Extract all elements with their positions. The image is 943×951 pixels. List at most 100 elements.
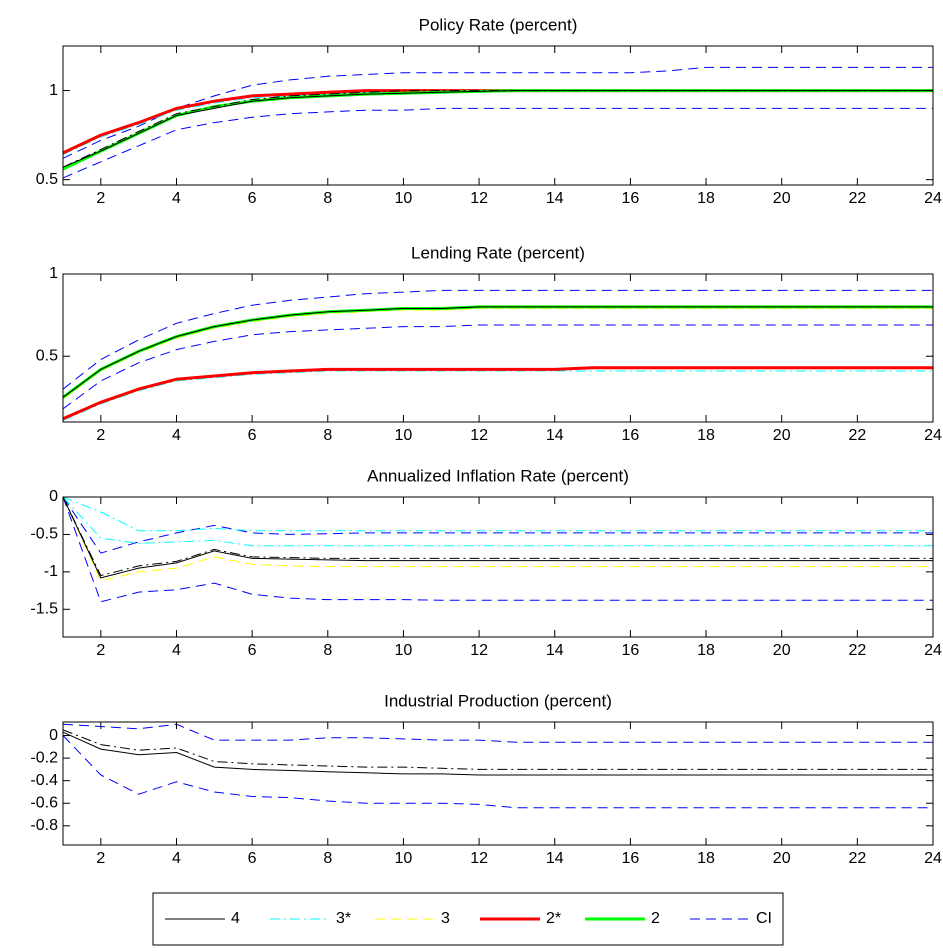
x-tick-label: 10	[395, 427, 413, 444]
x-tick-label: 22	[848, 642, 866, 659]
y-tick-label: -1	[44, 563, 58, 580]
legend-label: 4	[231, 910, 240, 927]
series-line	[62, 306, 933, 398]
axes-background	[63, 497, 933, 637]
x-tick-label: 2	[96, 427, 105, 444]
y-tick-label: -0.6	[30, 794, 58, 811]
x-tick-label: 14	[546, 850, 564, 867]
x-tick-label: 14	[546, 190, 564, 207]
x-tick-label: 18	[697, 190, 715, 207]
x-tick-label: 14	[546, 427, 564, 444]
x-tick-label: 18	[697, 642, 715, 659]
axes-frame	[62, 273, 934, 423]
series-line	[62, 731, 933, 776]
x-tick-label: 16	[621, 190, 639, 207]
x-tick-label: 14	[546, 642, 564, 659]
y-tick-label: 1	[49, 265, 58, 282]
x-tick-label: 24	[924, 642, 942, 659]
x-tick-label: 4	[172, 850, 181, 867]
x-tick-label: 8	[323, 850, 332, 867]
x-tick-label: 2	[96, 850, 105, 867]
y-tick-label: -0.5	[30, 526, 58, 543]
legend-box	[152, 892, 784, 946]
x-tick-label: 24	[924, 850, 942, 867]
series-line	[62, 496, 933, 603]
series-line	[62, 496, 933, 547]
series-line	[62, 66, 933, 159]
series-line	[62, 289, 933, 390]
axes-background	[63, 722, 933, 845]
y-tick-label: -0.2	[30, 749, 58, 766]
series-line	[62, 366, 933, 421]
x-tick-label: 4	[172, 190, 181, 207]
x-tick-label: 8	[323, 427, 332, 444]
x-tick-label: 2	[96, 190, 105, 207]
series-line	[62, 90, 933, 168]
y-tick-label: -0.8	[30, 817, 58, 834]
legend-label: 2	[651, 910, 660, 927]
x-tick-label: 10	[395, 850, 413, 867]
x-tick-label: 12	[470, 427, 488, 444]
x-tick-label: 16	[621, 850, 639, 867]
series-line	[62, 729, 933, 770]
x-tick-label: 6	[248, 190, 257, 207]
legend-label: 2*	[546, 910, 561, 927]
chart-title: Industrial Production (percent)	[384, 691, 612, 710]
axes-background	[63, 274, 933, 422]
x-tick-label: 6	[248, 850, 257, 867]
axes-frame	[62, 721, 934, 846]
x-tick-label: 22	[848, 427, 866, 444]
series-line	[62, 496, 933, 577]
chart-title: Policy Rate (percent)	[419, 15, 578, 34]
series-line	[62, 723, 933, 743]
x-tick-label: 12	[470, 190, 488, 207]
x-tick-label: 8	[323, 642, 332, 659]
y-tick-label: 0.5	[36, 171, 58, 188]
x-tick-label: 16	[621, 427, 639, 444]
x-tick-label: 16	[621, 642, 639, 659]
y-tick-label: 0.5	[36, 347, 58, 364]
x-tick-label: 6	[248, 642, 257, 659]
x-tick-label: 2	[96, 642, 105, 659]
axes-frame	[62, 496, 934, 638]
x-tick-label: 22	[848, 850, 866, 867]
y-tick-label: 0	[49, 727, 58, 744]
x-tick-label: 20	[773, 642, 791, 659]
x-tick-label: 4	[172, 427, 181, 444]
series-line	[62, 324, 933, 410]
axes-frame	[62, 45, 934, 186]
legend-label: CI	[756, 910, 772, 927]
series-line	[62, 370, 933, 421]
x-tick-label: 10	[395, 642, 413, 659]
series-line	[62, 107, 933, 179]
x-tick-label: 20	[773, 427, 791, 444]
legend-label: 3*	[336, 910, 351, 927]
chart-title: Annualized Inflation Rate (percent)	[367, 466, 629, 485]
axes-background	[63, 46, 933, 185]
x-tick-label: 18	[697, 850, 715, 867]
series-line	[62, 496, 933, 532]
x-tick-label: 6	[248, 427, 257, 444]
x-tick-label: 4	[172, 642, 181, 659]
y-tick-label: 1	[49, 82, 58, 99]
legend-label: 3	[441, 910, 450, 927]
series-line	[62, 735, 933, 809]
chart-title: Lending Rate (percent)	[411, 243, 585, 262]
x-tick-label: 10	[395, 190, 413, 207]
x-tick-label: 18	[697, 427, 715, 444]
x-tick-label: 12	[470, 642, 488, 659]
y-tick-label: 0	[49, 488, 58, 505]
x-tick-label: 8	[323, 190, 332, 207]
x-tick-label: 12	[470, 850, 488, 867]
x-tick-label: 24	[924, 427, 942, 444]
x-tick-label: 20	[773, 850, 791, 867]
y-tick-label: -0.4	[30, 772, 58, 789]
y-tick-label: -1.5	[30, 601, 58, 618]
x-tick-label: 20	[773, 190, 791, 207]
x-tick-label: 22	[848, 190, 866, 207]
x-tick-label: 24	[924, 190, 942, 207]
series-line	[62, 308, 933, 400]
series-line	[62, 496, 933, 582]
series-line	[62, 496, 933, 579]
